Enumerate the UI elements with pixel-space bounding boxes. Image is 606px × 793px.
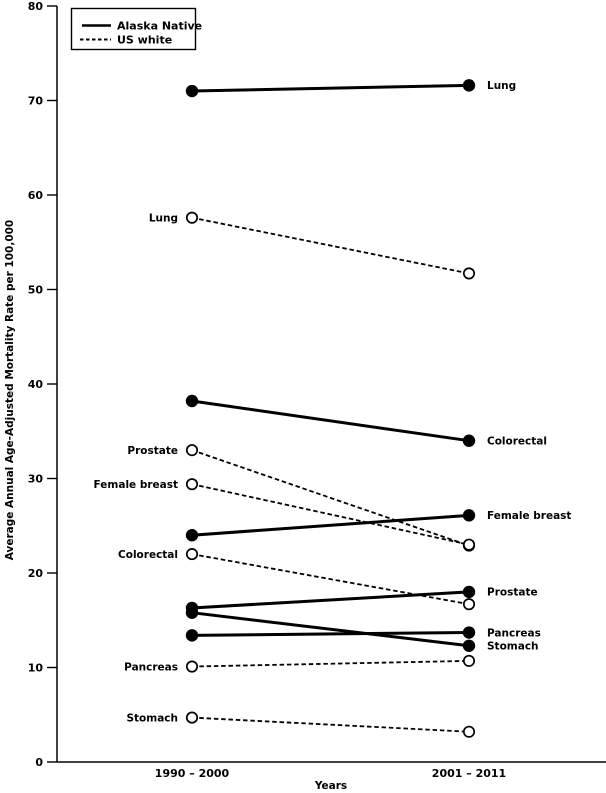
open-circle-marker bbox=[462, 654, 476, 667]
legend-label-us-white: US white bbox=[117, 34, 172, 47]
open-circle-marker bbox=[185, 660, 199, 673]
open-circle-marker bbox=[185, 711, 199, 724]
y-tick-label: 30 bbox=[28, 473, 44, 486]
series-label: Female breast bbox=[487, 510, 571, 522]
y-tick-label: 40 bbox=[28, 378, 44, 391]
series-label: Pancreas bbox=[124, 661, 178, 673]
series-label: Lung bbox=[487, 80, 516, 92]
plot-area: 0 10 20 30 40 50 60 70 80 Lung Colorectal Female br… bbox=[28, 0, 606, 769]
open-circle-marker bbox=[462, 267, 476, 280]
open-circle-marker bbox=[462, 725, 476, 738]
open-circle-marker bbox=[185, 548, 199, 561]
filled-circle-marker bbox=[185, 529, 199, 542]
filled-circle-marker bbox=[462, 639, 476, 652]
filled-circle-marker bbox=[185, 629, 199, 642]
filled-circle-marker bbox=[185, 394, 199, 408]
filled-circle-marker bbox=[185, 606, 199, 619]
x-axis-title: Years bbox=[314, 780, 347, 792]
series-label: Prostate bbox=[487, 587, 538, 599]
series-line bbox=[191, 399, 470, 443]
series-line bbox=[191, 553, 470, 606]
series-label: Lung bbox=[149, 212, 178, 224]
series-label: Stomach bbox=[487, 641, 539, 653]
open-circle-marker bbox=[462, 598, 476, 611]
series-line bbox=[191, 590, 470, 610]
series-label: Female breast bbox=[94, 479, 178, 491]
y-tick-label: 10 bbox=[28, 662, 44, 675]
x-tick-label-2001-2011: 2001 – 2011 bbox=[432, 767, 506, 780]
series-line bbox=[191, 611, 470, 648]
series-label: Prostate bbox=[127, 445, 178, 457]
series-label: Colorectal bbox=[118, 549, 178, 561]
open-circle-marker bbox=[185, 211, 199, 224]
legend-label-alaska-native: Alaska Native bbox=[117, 20, 202, 33]
x-tick-label-1990-2000: 1990 – 2000 bbox=[155, 767, 230, 780]
filled-circle-marker bbox=[462, 509, 476, 522]
y-axis-title: Average Annual Age-Adjusted Mortality Ra… bbox=[4, 220, 16, 561]
y-tick-label: 0 bbox=[35, 756, 43, 769]
open-circle-marker bbox=[185, 444, 199, 457]
open-circle-marker bbox=[185, 478, 199, 491]
y-tick-label: 50 bbox=[28, 284, 44, 297]
y-tick-label: 60 bbox=[28, 189, 44, 202]
series-label: Stomach bbox=[126, 712, 178, 724]
series-line bbox=[191, 83, 470, 93]
legend: Alaska Native US white bbox=[70, 7, 202, 51]
series-line bbox=[191, 716, 470, 733]
series-line bbox=[191, 483, 470, 546]
y-tick-label: 70 bbox=[28, 95, 44, 108]
series-line bbox=[191, 631, 470, 637]
filled-circle-marker bbox=[462, 434, 476, 447]
filled-circle-marker bbox=[462, 626, 476, 639]
filled-circle-marker bbox=[462, 585, 476, 599]
series-line bbox=[191, 659, 470, 668]
filled-circle-marker bbox=[462, 79, 476, 92]
y-tick-label: 80 bbox=[28, 0, 44, 13]
filled-circle-marker bbox=[185, 84, 199, 98]
open-circle-marker bbox=[462, 538, 476, 551]
y-tick-label: 20 bbox=[28, 567, 44, 580]
series-line bbox=[191, 216, 470, 275]
series-label: Pancreas bbox=[487, 627, 541, 639]
legend-box bbox=[70, 7, 197, 51]
series-line bbox=[191, 449, 470, 547]
series-label: Colorectal bbox=[487, 436, 547, 448]
series-line bbox=[191, 513, 470, 537]
